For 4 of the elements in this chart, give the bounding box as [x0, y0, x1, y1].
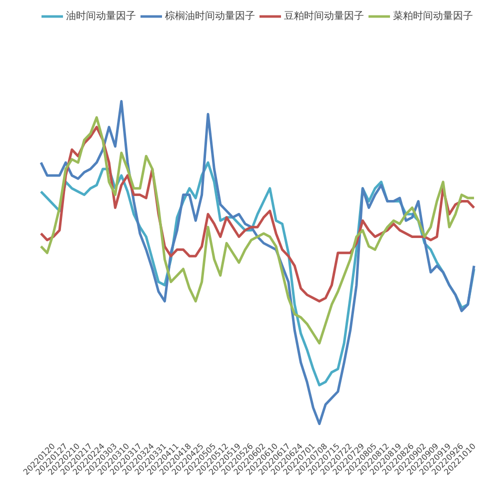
legend-label: 棕榈油时间动量因子	[165, 10, 255, 23]
legend-label: 菜粕时间动量因子	[393, 10, 473, 23]
legend-label: 豆粕时间动量因子	[284, 10, 364, 23]
legend-label: 油时间动量因子	[66, 10, 136, 23]
